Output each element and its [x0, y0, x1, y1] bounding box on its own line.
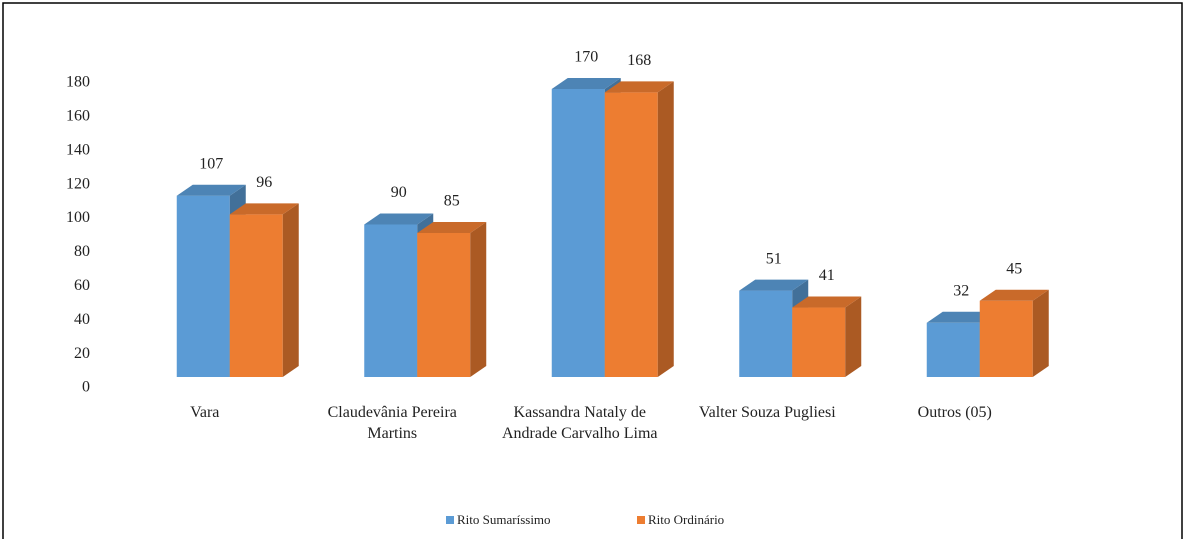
bar-top [926, 311, 996, 323]
y-tick-label: 100 [66, 209, 90, 226]
bar-front [417, 232, 471, 377]
bar-front [926, 322, 980, 377]
bar-top [604, 81, 674, 93]
legend-label: Rito Sumaríssimo [457, 512, 551, 527]
bar-front [176, 195, 230, 377]
bar-side [657, 81, 674, 377]
y-tick-label: 40 [74, 311, 90, 328]
bar-top [417, 221, 487, 233]
value-label: 168 [627, 52, 651, 69]
y-tick-label: 160 [66, 108, 90, 125]
bar-top [792, 296, 862, 308]
bar-top [364, 213, 434, 225]
bar-side [470, 221, 487, 377]
bar-side [1032, 289, 1049, 377]
bar-top [229, 203, 299, 215]
y-tick-label: 120 [66, 175, 90, 192]
value-label: 32 [953, 282, 969, 299]
y-tick-label: 140 [66, 141, 90, 158]
value-label: 51 [766, 250, 782, 267]
bar-top [551, 77, 621, 89]
value-label: 41 [819, 267, 835, 284]
x-tick-label: Kassandra Nataly de Andrade Carvalho Lim… [502, 404, 658, 442]
value-label: 107 [199, 155, 223, 172]
y-tick-label: 80 [74, 243, 90, 260]
bar-front [229, 214, 283, 377]
legend-label: Rito Ordinário [648, 512, 724, 527]
y-tick-label: 60 [74, 277, 90, 294]
value-label: 90 [391, 184, 407, 201]
bar-side [845, 296, 862, 377]
bar-side [282, 203, 299, 377]
y-tick-label: 20 [74, 345, 90, 362]
x-tick-label: Claudevânia Pereira Martins [327, 404, 457, 442]
x-tick-label: Valter Souza Pugliesi [698, 404, 836, 421]
y-tick-label: 0 [82, 379, 90, 396]
legend-swatch [637, 516, 645, 524]
value-label: 170 [574, 49, 598, 66]
bar-front [739, 290, 793, 377]
bar-front [364, 224, 418, 377]
legend-swatch [446, 516, 454, 524]
bar-front [551, 88, 605, 377]
bar-top [739, 279, 809, 291]
bar-front [979, 300, 1033, 377]
value-label: 85 [444, 193, 460, 210]
value-label: 45 [1006, 260, 1022, 277]
value-label: 96 [256, 174, 272, 191]
x-tick-label: Vara [190, 404, 220, 421]
bar-top [176, 184, 246, 196]
bar-front [604, 92, 658, 377]
y-tick-label: 180 [66, 74, 90, 91]
bar-top [979, 289, 1049, 301]
x-tick-label: Outros (05) [917, 404, 992, 421]
bar-front [792, 307, 846, 377]
